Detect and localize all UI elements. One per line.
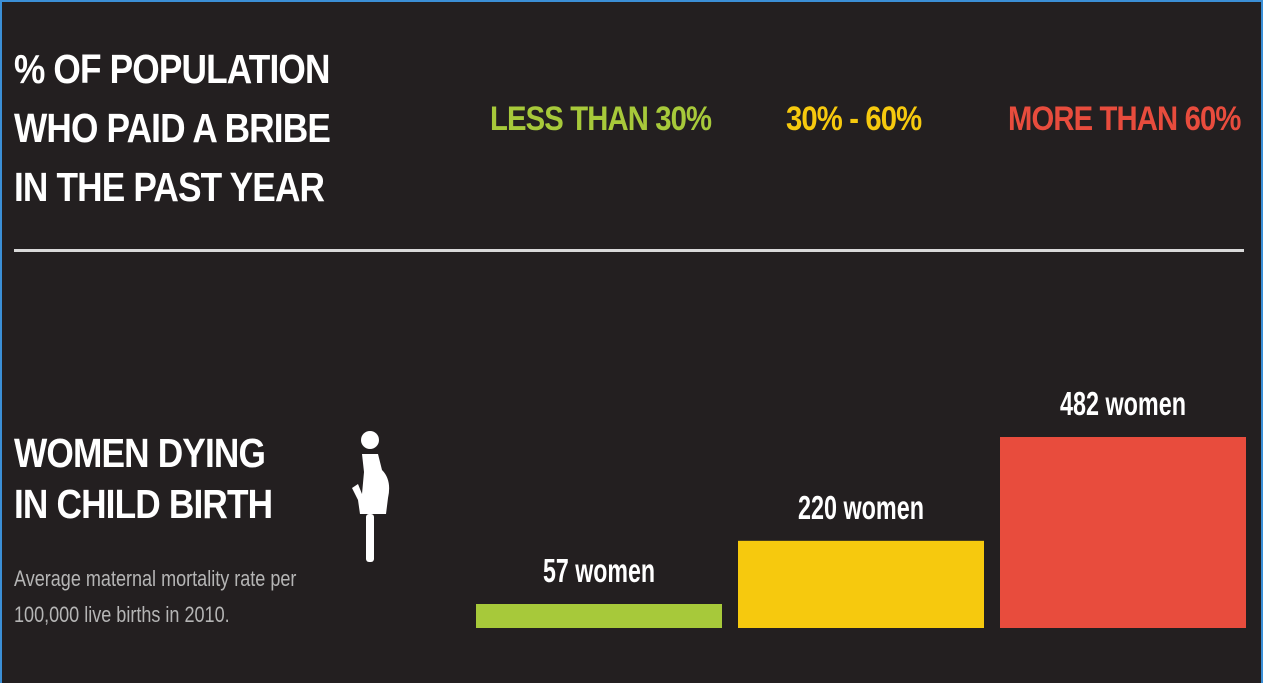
section-title: WOMEN DYING IN CHILD BIRTH: [14, 428, 273, 530]
pregnant-woman-icon: [352, 431, 390, 562]
bar-0: [476, 604, 722, 628]
section-title-line-1: WOMEN DYING: [14, 430, 266, 476]
bar-label-1: 220 women: [798, 489, 924, 526]
header-title: % OF POPULATION WHO PAID A BRIBE IN THE …: [14, 40, 331, 217]
header-title-line-2: WHO PAID A BRIBE: [14, 105, 331, 151]
header-title-line-1: % OF POPULATION: [14, 46, 330, 92]
section-subtitle: Average maternal mortality rate per 100,…: [14, 561, 326, 633]
divider: [14, 249, 1244, 252]
bar-label-0: 57 women: [543, 552, 655, 589]
legend-item-high: MORE THAN 60%: [1008, 100, 1241, 138]
section-subtitle-line-1: Average maternal mortality rate per: [14, 566, 297, 591]
bar-label-2: 482 women: [1060, 385, 1186, 422]
bar-2: [1000, 437, 1246, 628]
bar-1: [738, 540, 984, 628]
header-title-line-3: IN THE PAST YEAR: [14, 164, 325, 210]
legend-item-mid: 30% - 60%: [786, 100, 922, 138]
section-subtitle-line-2: 100,000 live births in 2010.: [14, 602, 230, 627]
legend-item-low: LESS THAN 30%: [490, 100, 712, 138]
section-title-line-2: IN CHILD BIRTH: [14, 481, 273, 527]
